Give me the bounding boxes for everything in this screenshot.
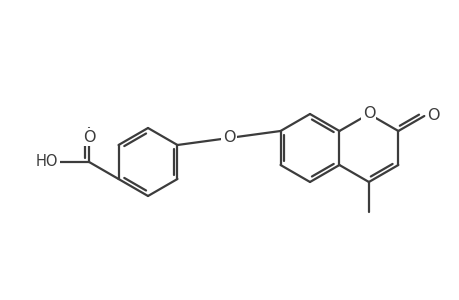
Text: O: O (362, 106, 375, 122)
Text: O: O (426, 109, 439, 124)
Text: O: O (83, 130, 95, 145)
Text: O: O (222, 130, 235, 146)
Text: HO: HO (36, 154, 58, 169)
